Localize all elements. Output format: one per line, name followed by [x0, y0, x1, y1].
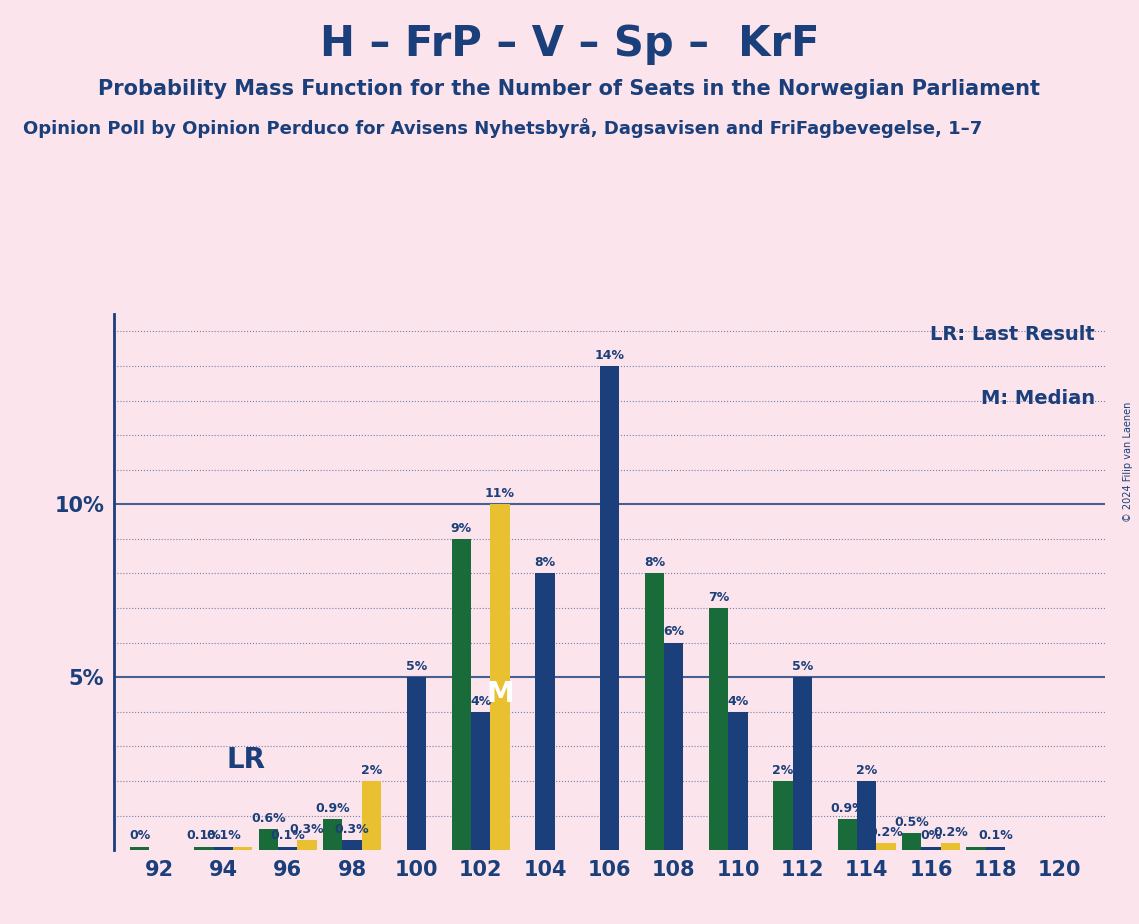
Text: 9%: 9%: [451, 522, 472, 535]
Bar: [130, 846, 149, 850]
Text: H – FrP – V – Sp –  KrF: H – FrP – V – Sp – KrF: [320, 23, 819, 65]
Text: 0.9%: 0.9%: [830, 802, 865, 815]
Bar: [645, 574, 664, 850]
Text: 0.3%: 0.3%: [289, 822, 325, 835]
Bar: [921, 846, 941, 850]
Text: 0.1%: 0.1%: [270, 830, 305, 843]
Text: 8%: 8%: [534, 556, 556, 569]
Text: M: Median: M: Median: [981, 389, 1095, 408]
Bar: [858, 781, 876, 850]
Bar: [710, 608, 729, 850]
Text: 0.2%: 0.2%: [933, 826, 968, 839]
Bar: [490, 505, 509, 850]
Text: 0.5%: 0.5%: [894, 816, 929, 829]
Bar: [343, 840, 362, 850]
Bar: [838, 819, 858, 850]
Text: 14%: 14%: [595, 349, 624, 362]
Bar: [876, 844, 895, 850]
Text: 4%: 4%: [470, 695, 491, 708]
Text: 2%: 2%: [857, 764, 877, 777]
Bar: [323, 819, 343, 850]
Bar: [664, 642, 683, 850]
Bar: [407, 677, 426, 850]
Text: 2%: 2%: [361, 764, 382, 777]
Bar: [902, 833, 921, 850]
Text: 7%: 7%: [708, 591, 729, 604]
Bar: [793, 677, 812, 850]
Text: 0.2%: 0.2%: [869, 826, 903, 839]
Bar: [362, 781, 380, 850]
Bar: [278, 846, 297, 850]
Bar: [985, 846, 1005, 850]
Text: Probability Mass Function for the Number of Seats in the Norwegian Parliament: Probability Mass Function for the Number…: [98, 79, 1041, 99]
Text: 5%: 5%: [405, 660, 427, 673]
Text: 0.1%: 0.1%: [206, 830, 240, 843]
Bar: [773, 781, 793, 850]
Text: 5%: 5%: [792, 660, 813, 673]
Text: M: M: [486, 680, 514, 709]
Text: 0.1%: 0.1%: [978, 830, 1013, 843]
Text: 4%: 4%: [728, 695, 748, 708]
Text: 6%: 6%: [663, 626, 685, 638]
Bar: [214, 846, 233, 850]
Bar: [452, 539, 472, 850]
Text: 8%: 8%: [644, 556, 665, 569]
Bar: [729, 711, 747, 850]
Text: Opinion Poll by Opinion Perduco for Avisens Nyhetsbyrå, Dagsavisen and FriFagbev: Opinion Poll by Opinion Perduco for Avis…: [23, 118, 982, 139]
Text: 0.3%: 0.3%: [335, 822, 369, 835]
Text: 2%: 2%: [772, 764, 794, 777]
Text: 0%: 0%: [129, 830, 150, 843]
Text: LR: Last Result: LR: Last Result: [931, 325, 1095, 344]
Bar: [472, 711, 490, 850]
Bar: [941, 844, 960, 850]
Text: 0.9%: 0.9%: [316, 802, 350, 815]
Bar: [195, 846, 214, 850]
Text: LR: LR: [227, 746, 265, 774]
Text: 0%: 0%: [920, 830, 942, 843]
Text: 11%: 11%: [485, 487, 515, 500]
Bar: [297, 840, 317, 850]
Text: © 2024 Filip van Laenen: © 2024 Filip van Laenen: [1123, 402, 1133, 522]
Bar: [233, 846, 252, 850]
Bar: [259, 830, 278, 850]
Bar: [967, 846, 985, 850]
Text: 0.1%: 0.1%: [187, 830, 221, 843]
Text: 0.6%: 0.6%: [251, 812, 286, 825]
Bar: [535, 574, 555, 850]
Bar: [600, 366, 618, 850]
